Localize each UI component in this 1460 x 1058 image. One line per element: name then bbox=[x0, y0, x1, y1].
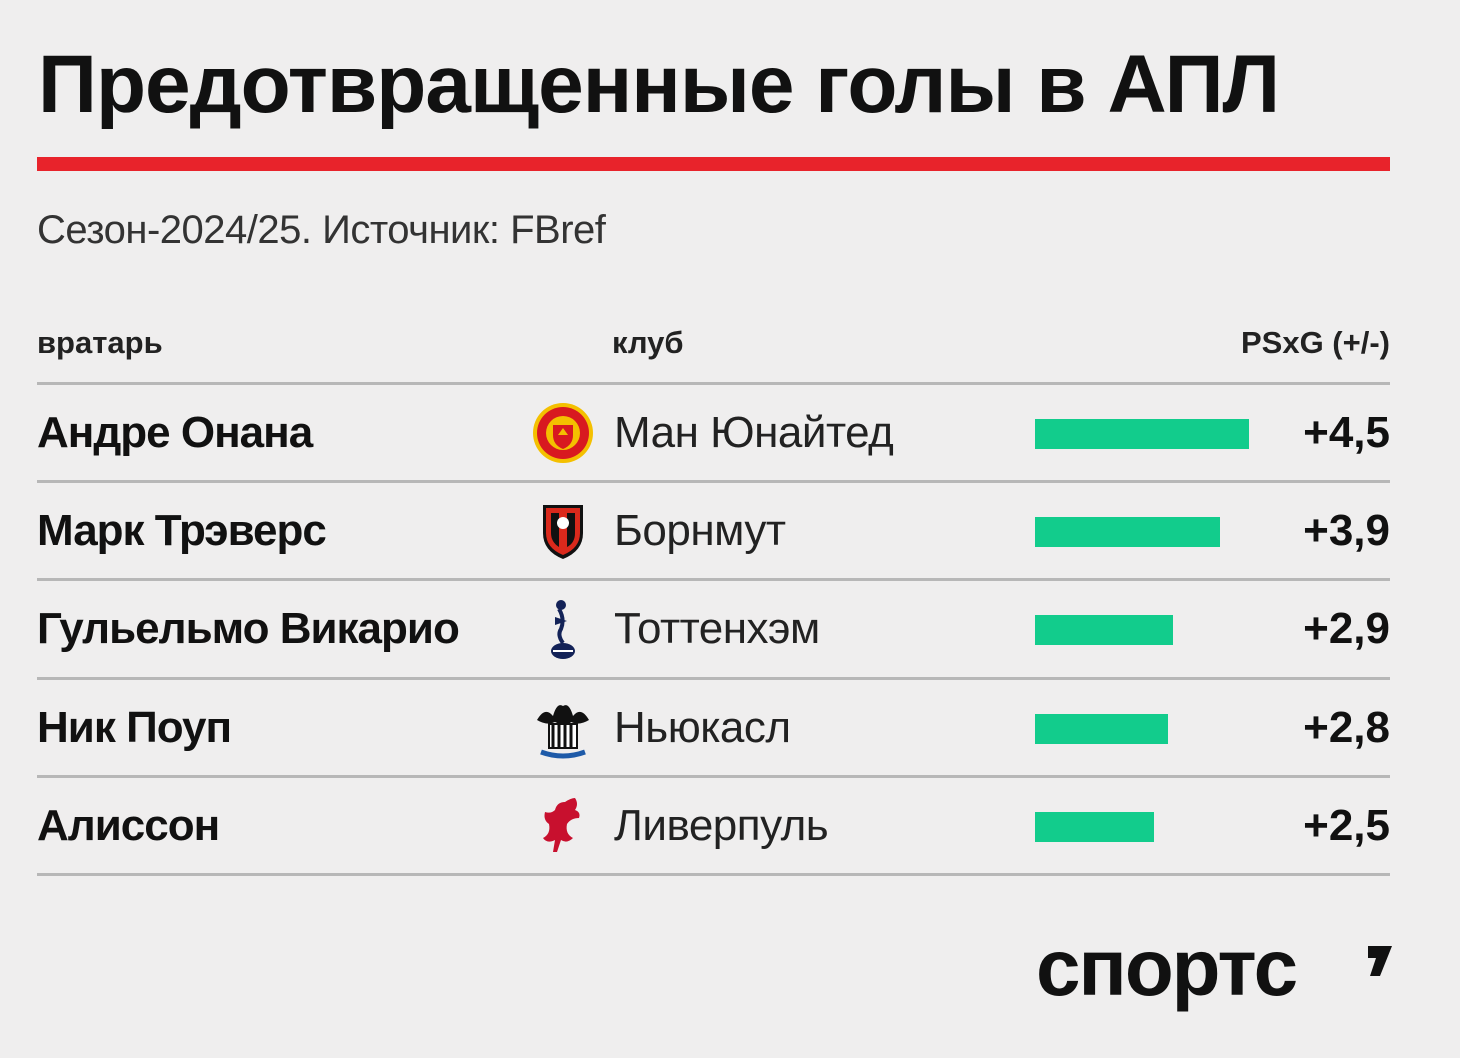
goalkeeper-name: Марк Трэверс bbox=[37, 506, 327, 556]
bar bbox=[1035, 517, 1221, 548]
club-name: Ман Юнайтед bbox=[614, 408, 894, 457]
table-row: Гульельмо Викарио Тоттенхэм +2,9 bbox=[0, 580, 1460, 678]
chart-title: Предотвращенные голы в АПЛ bbox=[38, 39, 1280, 130]
bar bbox=[1035, 811, 1154, 842]
club-name: Ньюкасл bbox=[614, 702, 791, 752]
table-rule bbox=[37, 676, 1390, 680]
bar bbox=[1035, 713, 1169, 744]
table-rule bbox=[37, 578, 1390, 582]
brand-logo: спортс bbox=[1036, 923, 1298, 1012]
goalkeeper-name: Гульельмо Викарио bbox=[37, 604, 460, 654]
newcastle-crest-icon bbox=[531, 696, 595, 760]
club-name: Тоттенхэм bbox=[614, 604, 820, 654]
bar bbox=[1035, 615, 1173, 646]
data-label: +2,8 bbox=[1303, 702, 1390, 752]
table-rule bbox=[37, 480, 1390, 484]
column-header-club: клуб bbox=[612, 325, 684, 360]
data-label: +3,9 bbox=[1303, 506, 1390, 556]
chart-subtitle: Сезон-2024/25. Источник: FBref bbox=[37, 208, 606, 252]
club-name: Борнмут bbox=[614, 506, 786, 556]
data-label: +4,5 bbox=[1303, 408, 1390, 457]
data-label: +2,9 bbox=[1303, 604, 1390, 654]
table-rule bbox=[37, 382, 1390, 385]
man-united-crest-icon bbox=[531, 401, 595, 465]
liverpool-crest-icon bbox=[531, 794, 595, 858]
column-header-goalkeeper: вратарь bbox=[37, 325, 163, 360]
table-rule bbox=[37, 873, 1390, 876]
goalkeeper-name: Андре Онана bbox=[37, 408, 313, 457]
table-row: Андре Онана Ман Юнайтед +4,5 bbox=[0, 384, 1460, 482]
club-name: Ливерпуль bbox=[614, 800, 829, 850]
data-label: +2,5 bbox=[1303, 800, 1390, 850]
bar bbox=[1035, 419, 1249, 449]
goalkeeper-name: Алиссон bbox=[37, 800, 220, 850]
tottenham-crest-icon bbox=[531, 597, 595, 661]
bournemouth-crest-icon bbox=[531, 499, 595, 563]
title-underline bbox=[37, 157, 1390, 171]
column-header-metric: PSxG (+/-) bbox=[1240, 325, 1390, 360]
table-rule bbox=[37, 774, 1390, 778]
table-row: Марк Трэверс Борнмут +3,9 bbox=[0, 482, 1460, 580]
table-row: Ник Поуп Ньюкасл +2,8 bbox=[0, 679, 1460, 777]
brand-tick-icon bbox=[1368, 946, 1392, 976]
table-row: Алиссон Ливерпуль +2,5 bbox=[0, 777, 1460, 875]
goalkeeper-name: Ник Поуп bbox=[37, 702, 232, 752]
